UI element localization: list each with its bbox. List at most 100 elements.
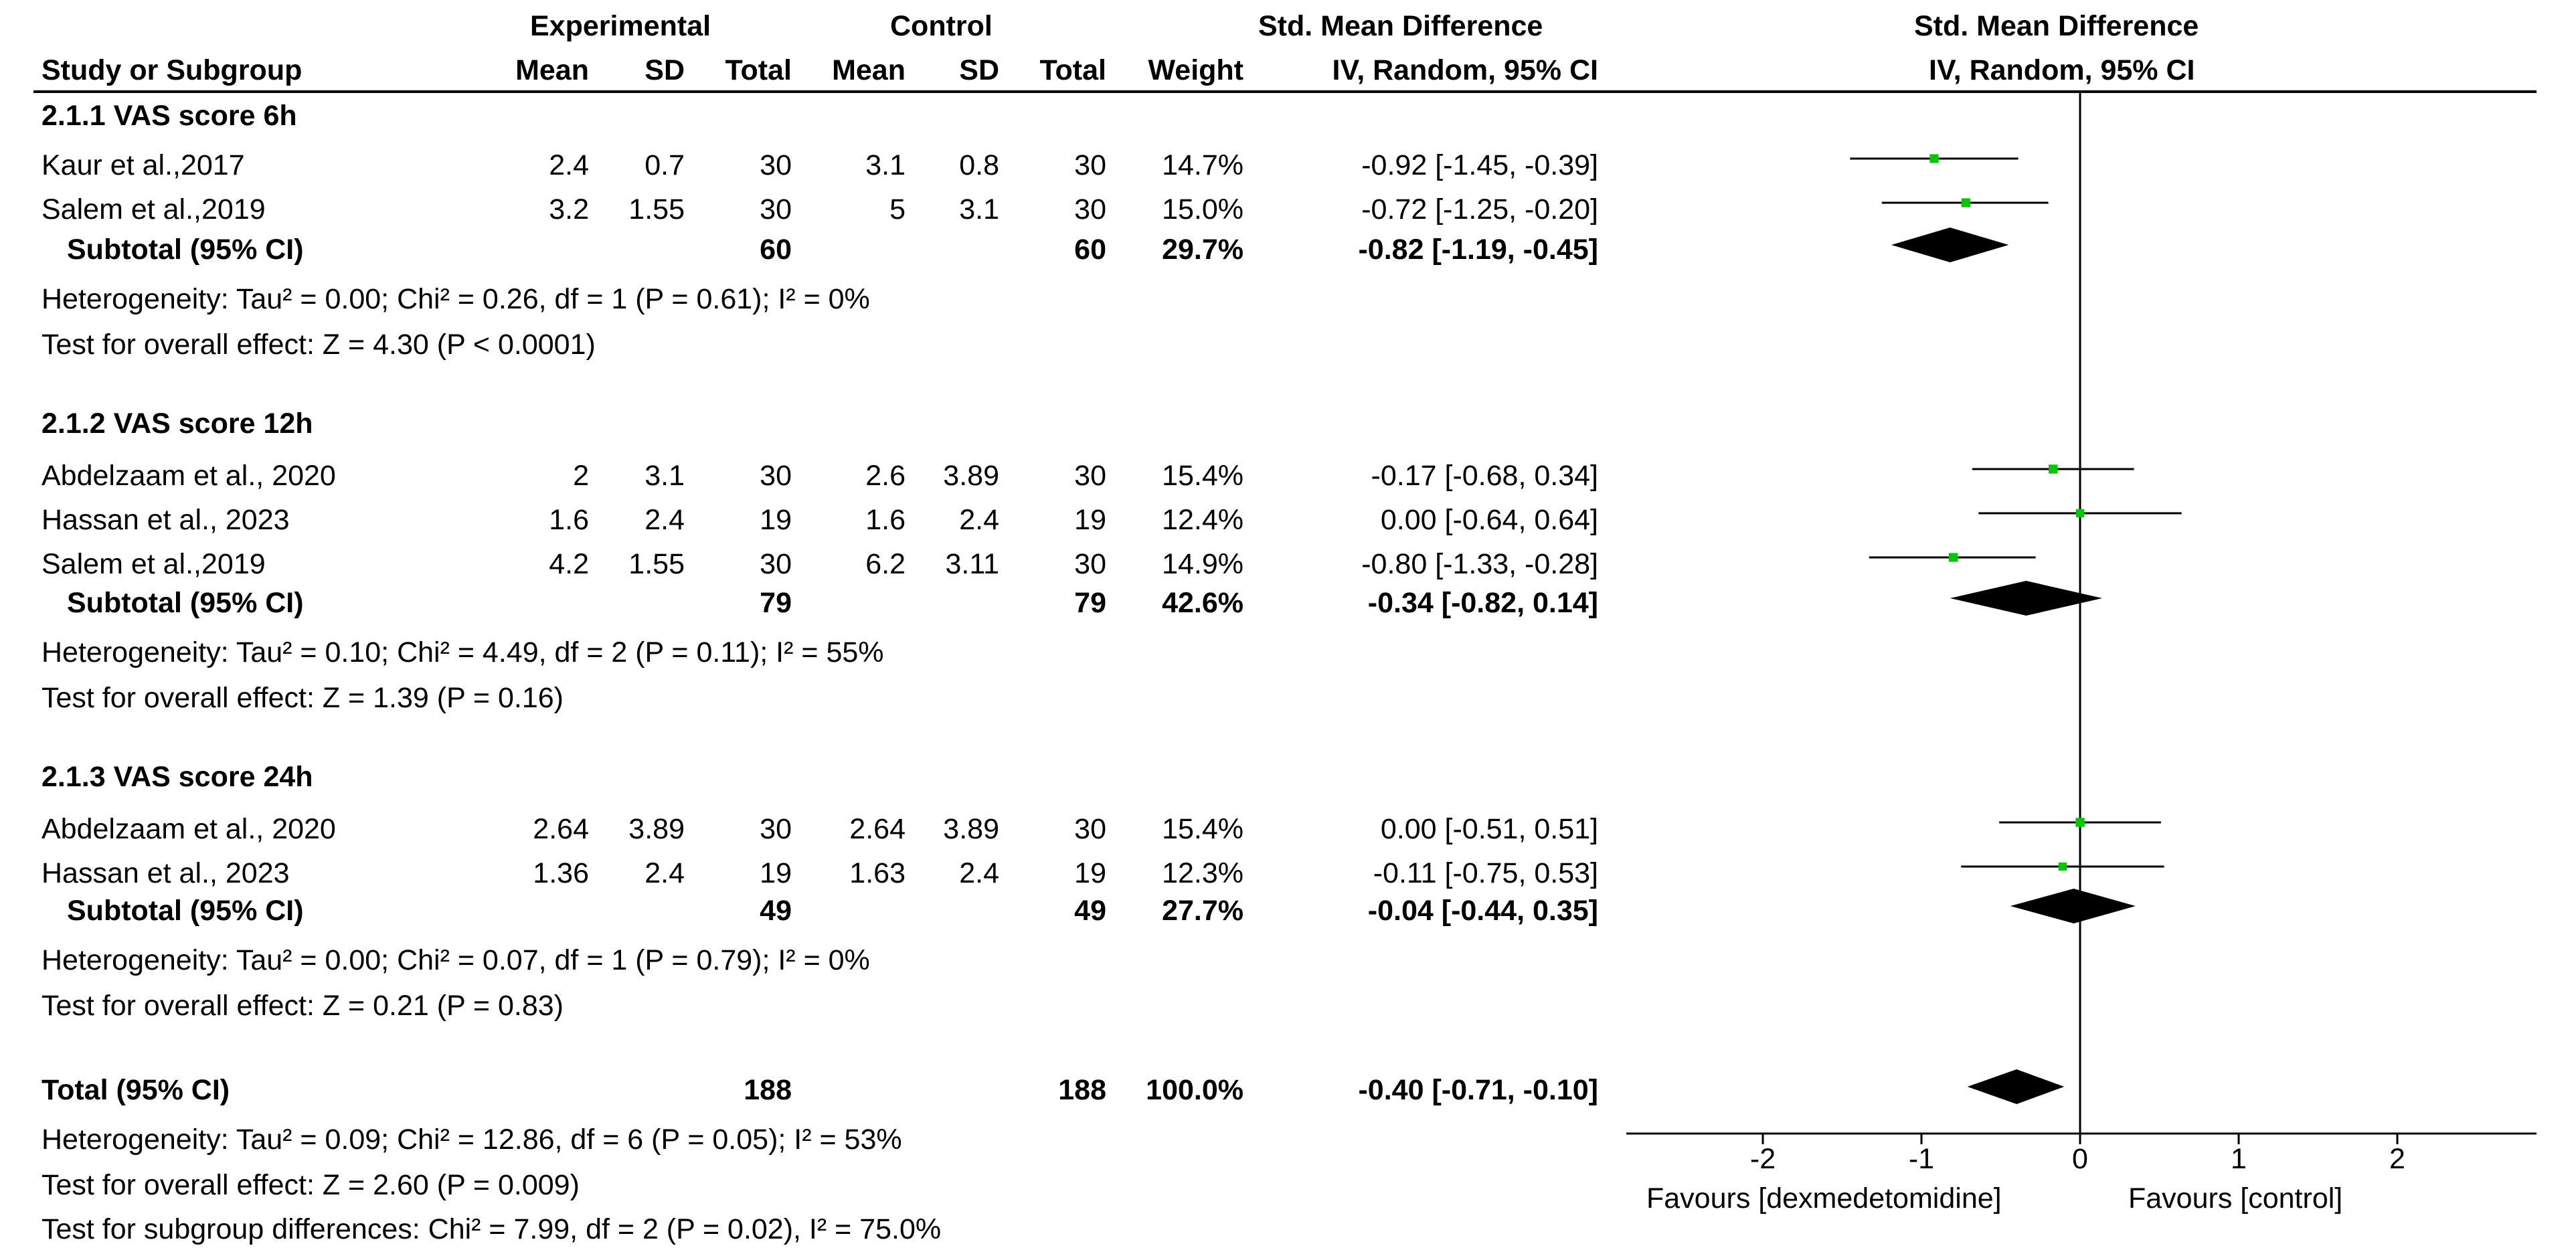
header-rule [33,90,2537,93]
subtotal-label: Subtotal (95% CI) [67,587,304,619]
plot-method-header: IV, Random, 95% CI [1929,54,2195,86]
study-column-header: Study or Subgroup [41,54,303,86]
study-name: Kaur et al.,2017 [41,149,245,181]
effect-ci: -0.80 [-1.33, -0.28] [1361,548,1598,580]
weight-header: Weight [1148,54,1243,86]
subgroup-title: 2.1.1 VAS score 6h [41,100,297,132]
exp-total: 30 [760,193,792,226]
study-name: Abdelzaam et al., 2020 [41,460,336,492]
x-tick-label: 2 [2389,1143,2405,1175]
study-name: Salem et al.,2019 [41,193,266,226]
weight: 15.4% [1162,813,1243,845]
smd-method-header: IV, Random, 95% CI [1332,54,1598,86]
exp-mean: 1.6 [549,504,589,536]
exp-total: 19 [760,504,792,536]
subtotal-ci: -0.04 [-0.44, 0.35] [1367,895,1598,927]
x-tick-label: -1 [1909,1143,1934,1175]
effect-ci: -0.72 [-1.25, -0.20] [1361,193,1598,226]
subtotal-exp-total: 49 [760,895,792,927]
total-ci: -0.40 [-0.71, -0.10] [1358,1074,1598,1106]
subtotal-ci: -0.34 [-0.82, 0.14] [1367,587,1598,619]
x-tick-label: -2 [1750,1143,1776,1175]
overall-effect-text: Test for overall effect: Z = 1.39 (P = 0… [41,682,564,714]
heterogeneity-text: Heterogeneity: Tau² = 0.10; Chi² = 4.49,… [41,636,884,668]
overall-effect-text: Test for overall effect: Z = 4.30 (P < 0… [41,329,596,361]
ctl-sd-header: SD [959,54,999,86]
study-name: Salem et al.,2019 [41,548,266,580]
total-overall-effect-text: Test for overall effect: Z = 2.60 (P = 0… [41,1169,580,1201]
ctl-mean: 2.6 [865,460,906,492]
exp-sd: 3.1 [645,460,685,492]
ctl-total: 30 [1074,460,1106,492]
subgroup-title: 2.1.3 VAS score 24h [41,761,313,793]
favours-left-label: Favours [dexmedetomidine] [1646,1182,2002,1215]
subgroup-title: 2.1.2 VAS score 12h [41,408,313,440]
ctl-total-header: Total [1039,54,1106,86]
exp-total: 19 [760,857,792,889]
total-weight: 100.0% [1146,1074,1243,1106]
total-ctl-total: 188 [1058,1074,1106,1106]
ctl-sd: 3.89 [943,460,999,492]
ctl-mean: 6.2 [865,548,906,580]
ctl-sd: 3.11 [945,548,1000,580]
exp-sd-header: SD [645,54,685,86]
exp-total: 30 [760,460,792,492]
effect-ci: -0.92 [-1.45, -0.39] [1361,149,1598,181]
subtotal-label: Subtotal (95% CI) [67,895,304,927]
weight: 12.4% [1162,504,1243,536]
exp-mean: 1.36 [533,857,589,889]
subtotal-exp-total: 79 [760,587,792,619]
ctl-total: 30 [1074,193,1106,226]
ctl-mean: 2.64 [849,813,906,845]
exp-sd: 2.4 [645,857,685,889]
x-tick-label: 1 [2231,1143,2247,1175]
pooled-diamond [1891,228,2009,262]
weight: 15.0% [1162,193,1243,226]
study-name: Hassan et al., 2023 [41,504,290,536]
smd-group-header: Std. Mean Difference [1258,10,1543,42]
study-point-marker [2049,464,2058,474]
exp-sd: 2.4 [645,504,685,536]
ctl-total: 19 [1074,504,1106,536]
ctl-mean: 3.1 [865,149,906,181]
x-tick-label: 0 [2072,1143,2088,1175]
subtotal-weight: 29.7% [1162,234,1243,266]
subtotal-ctl-total: 49 [1074,895,1106,927]
total-exp-total: 188 [744,1074,792,1106]
study-name: Hassan et al., 2023 [41,857,290,889]
weight: 14.7% [1162,149,1243,181]
ctl-total: 30 [1074,149,1106,181]
exp-mean-header: Mean [515,54,589,86]
subtotal-exp-total: 60 [760,234,792,266]
weight: 15.4% [1162,460,1243,492]
effect-ci: -0.17 [-0.68, 0.34] [1371,460,1598,492]
subtotal-ci: -0.82 [-1.19, -0.45] [1358,234,1598,266]
ctl-sd: 2.4 [959,504,999,536]
study-point-marker [1961,198,1970,207]
heterogeneity-text: Heterogeneity: Tau² = 0.00; Chi² = 0.07,… [41,944,870,976]
heterogeneity-text: Heterogeneity: Tau² = 0.00; Chi² = 0.26,… [41,283,870,315]
experimental-group-header: Experimental [530,10,711,42]
exp-mean: 2 [573,460,589,492]
total-heterogeneity-text: Heterogeneity: Tau² = 0.09; Chi² = 12.86… [41,1124,902,1156]
study-point-marker [2058,862,2067,871]
control-group-header: Control [890,10,993,42]
exp-sd: 1.55 [628,193,685,226]
ctl-total: 30 [1074,813,1106,845]
exp-mean: 4.2 [549,548,589,580]
study-point-marker [2075,509,2085,518]
exp-total: 30 [760,813,792,845]
exp-sd: 1.55 [628,548,685,580]
study-name: Abdelzaam et al., 2020 [41,813,336,845]
pooled-diamond [1967,1069,2065,1104]
ctl-total: 19 [1074,857,1106,889]
study-point-marker [1929,154,1939,163]
pooled-diamond [1950,581,2103,616]
effect-ci: 0.00 [-0.64, 0.64] [1380,504,1598,536]
ctl-mean: 1.6 [865,504,906,536]
ctl-total: 30 [1074,548,1106,580]
pooled-diamond [2010,889,2136,923]
study-point-marker [1948,553,1958,562]
